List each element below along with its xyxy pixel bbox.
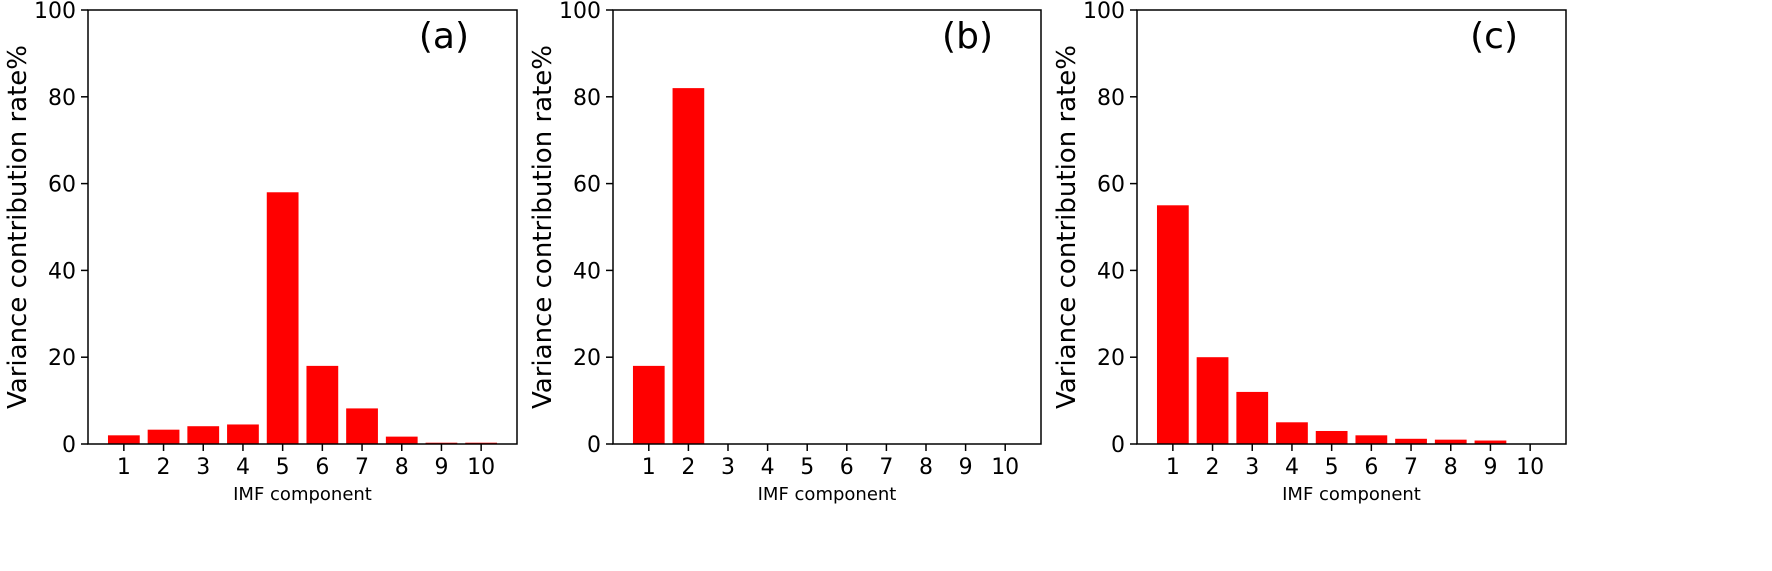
x-tick-label: 3 bbox=[196, 455, 210, 480]
x-axis-title: IMF component bbox=[233, 484, 372, 505]
bar-4 bbox=[1276, 422, 1308, 444]
y-axis-title: Variance contribution rate% bbox=[1052, 45, 1082, 409]
y-tick-label: 80 bbox=[573, 86, 601, 111]
x-tick-label: 9 bbox=[959, 455, 973, 480]
x-tick-label: 5 bbox=[1325, 455, 1339, 480]
x-axis-title: IMF component bbox=[758, 484, 897, 505]
bar-3 bbox=[1236, 391, 1269, 444]
y-tick-label: 100 bbox=[1083, 0, 1125, 24]
bar-7 bbox=[346, 408, 378, 444]
y-tick-label: 100 bbox=[559, 0, 601, 24]
bar-6 bbox=[1355, 435, 1388, 444]
bar-2 bbox=[147, 429, 180, 444]
axes-frame bbox=[612, 9, 1042, 445]
y-tick-label: 20 bbox=[1097, 346, 1125, 371]
x-tick-label: 8 bbox=[919, 455, 933, 480]
x-tick-label: 4 bbox=[761, 455, 775, 480]
x-tick-label: 2 bbox=[1206, 455, 1220, 480]
x-tick-label: 1 bbox=[117, 455, 131, 480]
y-tick-label: 40 bbox=[1097, 259, 1125, 284]
bar-5 bbox=[1315, 430, 1348, 444]
x-tick-label: 7 bbox=[355, 455, 369, 480]
x-tick-label: 7 bbox=[1404, 455, 1418, 480]
axes-frame bbox=[1136, 9, 1567, 445]
bar-7 bbox=[1395, 438, 1427, 444]
x-axis-title: IMF component bbox=[1282, 484, 1421, 505]
x-tick-label: 6 bbox=[840, 455, 854, 480]
x-tick-label: 10 bbox=[991, 455, 1019, 480]
x-tick-label: 1 bbox=[642, 455, 656, 480]
y-tick-label: 100 bbox=[34, 0, 76, 24]
x-tick-label: 5 bbox=[800, 455, 814, 480]
bar-1 bbox=[1156, 205, 1189, 444]
x-tick-label: 3 bbox=[721, 455, 735, 480]
x-tick-label: 5 bbox=[276, 455, 290, 480]
x-tick-label: 10 bbox=[1516, 455, 1544, 480]
x-tick-label: 2 bbox=[157, 455, 171, 480]
x-tick-label: 8 bbox=[395, 455, 409, 480]
bar-1 bbox=[632, 365, 665, 444]
bar-4 bbox=[227, 424, 259, 444]
y-tick-label: 60 bbox=[1097, 173, 1125, 198]
y-tick-label: 60 bbox=[48, 173, 76, 198]
y-tick-label: 40 bbox=[573, 259, 601, 284]
x-tick-label: 7 bbox=[879, 455, 893, 480]
y-tick-label: 0 bbox=[587, 433, 601, 458]
x-tick-label: 6 bbox=[315, 455, 329, 480]
y-tick-label: 80 bbox=[1097, 86, 1125, 111]
axes-frame bbox=[87, 9, 518, 445]
x-tick-label: 9 bbox=[1483, 455, 1497, 480]
panel-label: (b) bbox=[942, 16, 993, 57]
x-tick-label: 6 bbox=[1364, 455, 1378, 480]
x-tick-label: 2 bbox=[681, 455, 695, 480]
bar-6 bbox=[306, 365, 339, 444]
y-tick-label: 60 bbox=[573, 173, 601, 198]
y-tick-label: 80 bbox=[48, 86, 76, 111]
bar-5 bbox=[266, 192, 299, 444]
x-tick-label: 9 bbox=[434, 455, 448, 480]
y-tick-label: 20 bbox=[48, 346, 76, 371]
x-tick-label: 1 bbox=[1166, 455, 1180, 480]
bar-8 bbox=[385, 436, 418, 444]
y-axis-title: Variance contribution rate% bbox=[3, 45, 33, 409]
bar-3 bbox=[187, 426, 220, 444]
bar-2 bbox=[1196, 357, 1229, 444]
x-tick-label: 10 bbox=[467, 455, 495, 480]
x-tick-label: 4 bbox=[236, 455, 250, 480]
y-tick-label: 0 bbox=[62, 433, 76, 458]
y-axis-title: Variance contribution rate% bbox=[528, 45, 558, 409]
y-tick-label: 40 bbox=[48, 259, 76, 284]
chart-panel-3: 0 20 40 60 80 100 1 2 3 4 5 6 7 8 9 10 IMF component Vari… bbox=[1052, 0, 1567, 505]
bar-2 bbox=[672, 88, 705, 445]
chart-panel-1: 0 20 40 60 80 100 1 2 3 4 5 6 7 8 9 10 IMF component Vari… bbox=[3, 0, 518, 505]
bar-9 bbox=[1474, 440, 1507, 444]
x-tick-label: 8 bbox=[1444, 455, 1458, 480]
bar-8 bbox=[1434, 439, 1467, 444]
x-tick-label: 4 bbox=[1285, 455, 1299, 480]
panel-label: (a) bbox=[419, 16, 469, 57]
bar-1 bbox=[107, 435, 140, 444]
y-tick-label: 20 bbox=[573, 346, 601, 371]
panel-label: (c) bbox=[1470, 16, 1518, 57]
x-tick-label: 3 bbox=[1245, 455, 1259, 480]
y-tick-label: 0 bbox=[1111, 433, 1125, 458]
